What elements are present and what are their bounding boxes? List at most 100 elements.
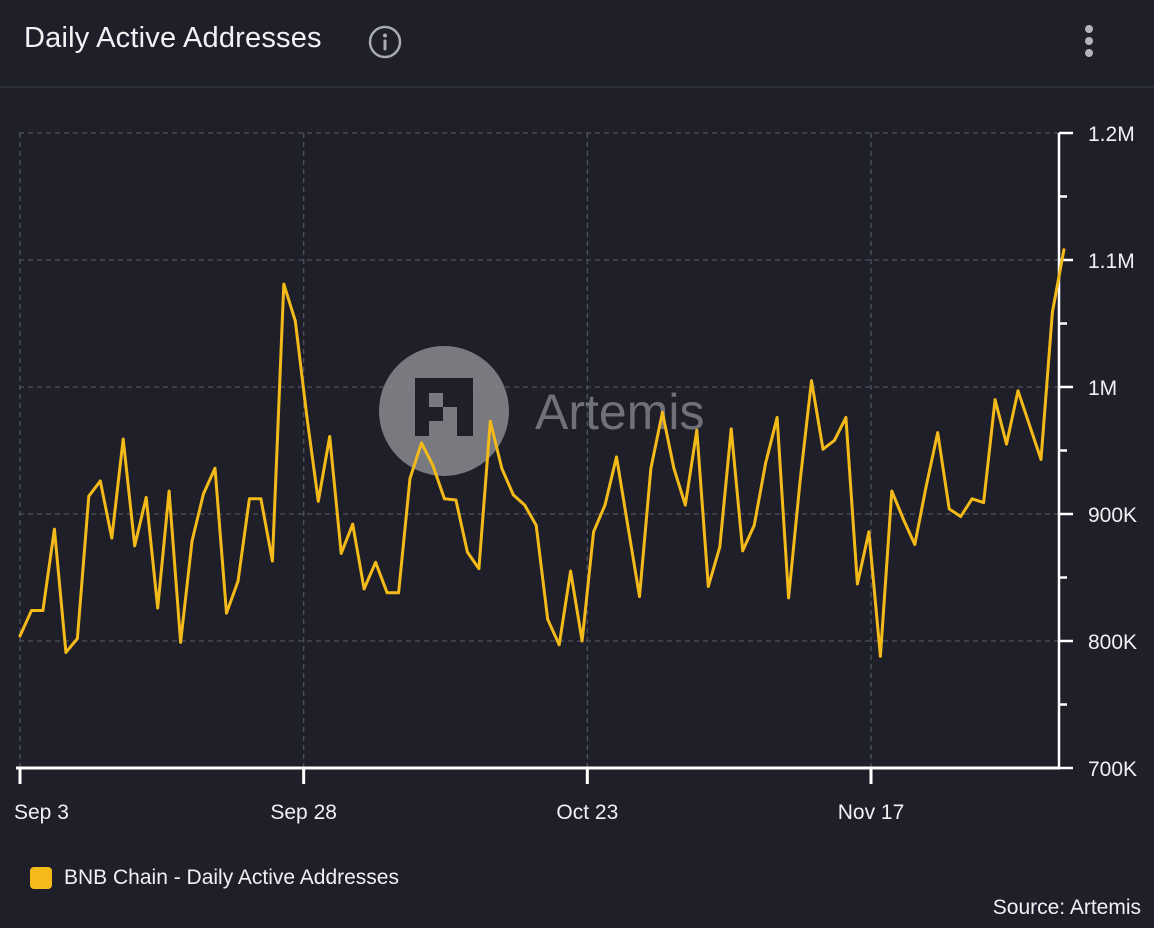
data-point	[305, 414, 309, 418]
data-point	[30, 609, 33, 612]
data-point	[76, 637, 79, 640]
data-point	[523, 503, 527, 507]
data-point	[580, 639, 584, 643]
chart-header: Daily Active Addresses	[0, 0, 1154, 88]
data-point	[970, 497, 974, 501]
data-point	[156, 606, 160, 610]
data-point	[328, 435, 332, 438]
legend-label: BNB Chain - Daily Active Addresses	[64, 866, 399, 889]
data-point	[924, 484, 928, 488]
data-point	[179, 640, 183, 644]
data-point	[293, 319, 297, 323]
data-point	[316, 499, 320, 503]
y-tick-label: 1.2M	[1088, 123, 1135, 146]
data-point	[546, 618, 550, 621]
x-tick-label: Oct 23	[556, 801, 618, 824]
data-point	[190, 539, 194, 543]
data-point	[649, 466, 653, 470]
watermark-text: Artemis	[535, 384, 704, 440]
data-point	[1005, 442, 1008, 446]
data-point	[488, 419, 492, 423]
data-point	[144, 496, 148, 499]
data-point	[213, 466, 217, 470]
x-tick-label: Nov 17	[838, 801, 905, 824]
x-tick-label: Sep 28	[270, 801, 337, 824]
data-point	[385, 591, 389, 595]
data-point	[202, 492, 205, 496]
data-point	[466, 550, 469, 554]
data-point	[236, 579, 240, 583]
data-point	[833, 438, 836, 442]
data-point	[362, 587, 366, 591]
data-point	[110, 536, 114, 540]
data-point	[1039, 458, 1043, 461]
data-point	[959, 515, 963, 518]
data-point	[993, 398, 997, 402]
artemis-logo-icon	[415, 378, 473, 436]
data-point	[133, 544, 137, 548]
data-point	[339, 552, 343, 555]
data-point	[672, 466, 676, 470]
data-point	[913, 543, 917, 546]
data-point	[982, 501, 985, 504]
data-point	[706, 585, 710, 588]
data-point	[844, 416, 848, 419]
data-point	[500, 466, 504, 470]
data-point	[856, 582, 859, 586]
data-point	[683, 503, 687, 507]
data-point	[638, 595, 641, 598]
data-point	[87, 494, 91, 498]
y-tick-label: 1.1M	[1088, 250, 1135, 273]
data-point	[248, 497, 251, 501]
vertical-dots-icon[interactable]	[1074, 22, 1104, 62]
data-point	[936, 431, 940, 435]
data-point	[661, 411, 664, 414]
source-label: Source: Artemis	[992, 896, 1141, 919]
data-point	[890, 489, 894, 493]
artemis-watermark: Artemis	[379, 346, 704, 476]
data-point	[534, 524, 538, 527]
info-circle-icon[interactable]	[368, 25, 402, 59]
data-point	[764, 461, 767, 465]
data-point	[947, 507, 951, 511]
data-point	[41, 609, 45, 612]
data-point	[443, 497, 446, 501]
data-point	[626, 525, 630, 529]
data-point	[615, 455, 618, 459]
legend-swatch	[30, 867, 52, 889]
data-point	[53, 527, 56, 531]
data-point	[603, 503, 607, 507]
data-point	[225, 611, 228, 615]
line-chart: Artemis 700K 800K 900K 1M 1.1M 1.2M Sep 3 Sep 2…	[14, 123, 1137, 824]
series-group	[18, 248, 1066, 658]
data-point	[821, 447, 825, 451]
data-point	[98, 479, 102, 483]
data-point	[729, 427, 733, 431]
data-point	[167, 489, 171, 493]
data-point	[271, 559, 274, 563]
data-point	[121, 437, 125, 441]
data-point	[752, 524, 756, 527]
series-line	[18, 248, 1066, 658]
data-point	[557, 643, 561, 647]
data-point	[420, 441, 423, 445]
chart-title: Daily Active Addresses	[24, 22, 322, 54]
data-point	[1028, 423, 1031, 427]
axes: 700K 800K 900K 1M 1.1M 1.2M Sep 3 Sep 28 Oct 23 N…	[14, 123, 1137, 824]
y-tick-label: 700K	[1088, 758, 1137, 781]
data-point	[18, 634, 22, 638]
chart-legend[interactable]: BNB Chain - Daily Active Addresses	[30, 864, 399, 892]
data-point	[1016, 389, 1020, 393]
data-point	[775, 416, 779, 419]
grid-lines	[19, 132, 1059, 768]
data-point	[1062, 248, 1066, 252]
data-point	[901, 517, 905, 521]
data-point	[592, 530, 595, 534]
y-tick-label: 900K	[1088, 504, 1137, 527]
data-point	[695, 428, 699, 432]
data-point	[569, 569, 572, 573]
data-point	[1051, 310, 1054, 314]
data-point	[397, 591, 400, 595]
data-point	[798, 479, 802, 483]
data-point	[787, 596, 790, 600]
